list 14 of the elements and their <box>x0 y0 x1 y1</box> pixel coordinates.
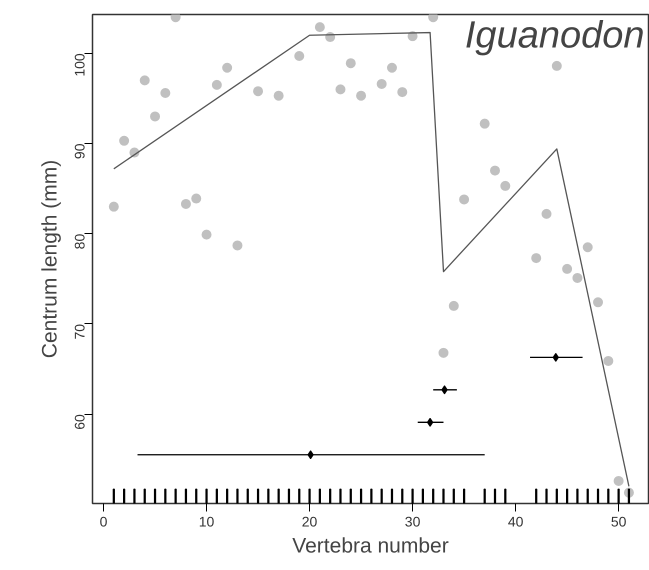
y-tick-label: 80 <box>72 234 88 250</box>
y-tick-label: 100 <box>72 53 88 77</box>
x-tick-label: 10 <box>198 514 215 530</box>
x-tick-label: 30 <box>404 514 421 530</box>
x-tick-label: 20 <box>302 514 318 530</box>
x-tick-label: 50 <box>610 514 627 530</box>
y-tick-label: 70 <box>72 324 88 340</box>
y-axis-title: Centrum length (mm) <box>38 160 62 358</box>
annotation: Iguanodon <box>464 14 645 56</box>
y-tick-label: 90 <box>72 143 88 160</box>
x-tick-label: 40 <box>508 514 524 530</box>
x-axis-title: Vertebra number <box>292 534 449 558</box>
x-tick-label: 0 <box>100 514 108 530</box>
y-tick-label: 60 <box>72 414 88 430</box>
